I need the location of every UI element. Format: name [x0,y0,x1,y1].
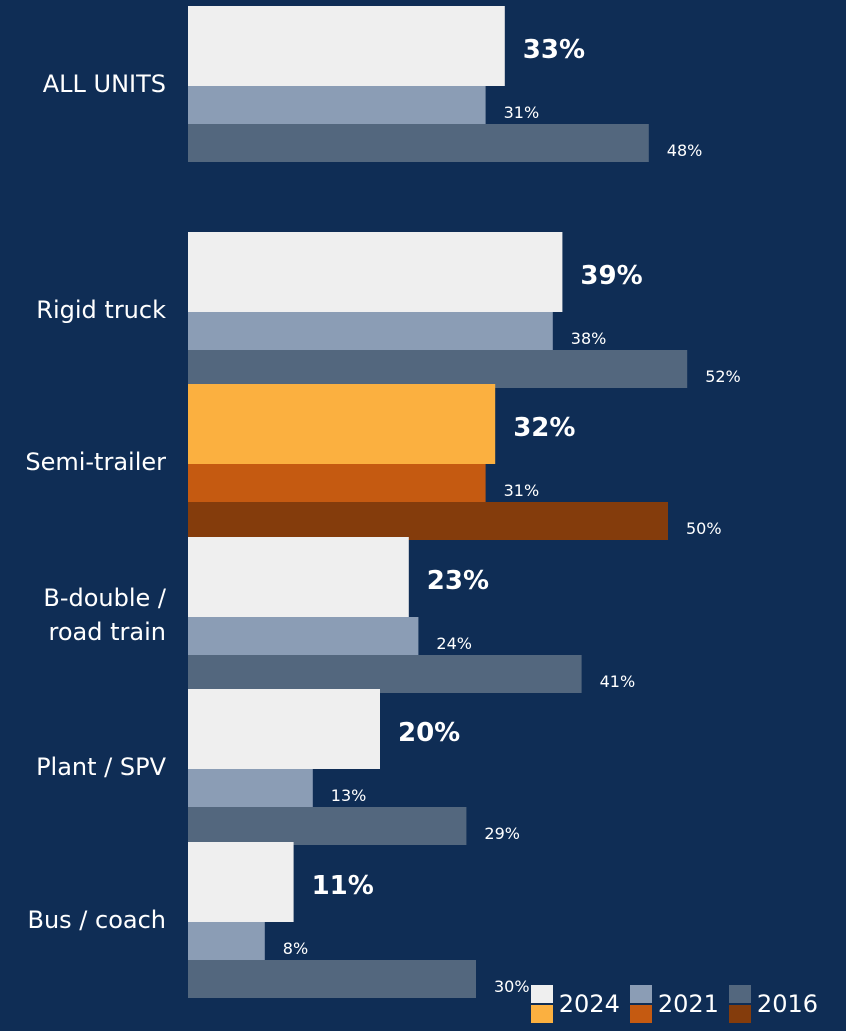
legend-item-2024: 2024 [530,985,620,1023]
legend-swatch-2024-default [530,985,553,1003]
category-label-semi-trailer: Semi-trailer [25,448,166,476]
bar-semi-trailer-2021 [188,464,486,502]
bar-b-double-road-train-2021 [188,617,419,655]
data-label-plant-spv-2016: 29% [484,824,520,843]
legend-swatch-2021-highlight [629,1005,652,1023]
legend-swatch-2016 [728,985,751,1023]
data-label-rigid-truck-2016: 52% [705,367,741,386]
data-label-b-double-road-train-2016: 41% [600,672,636,691]
data-label-rigid-truck-2021: 38% [571,329,607,348]
bar-all-units-2016 [188,124,649,162]
category-label-plant-spv: Plant / SPV [36,753,167,781]
bar-semi-trailer-2016 [188,502,668,540]
category-label-bus-coach: Bus / coach [27,906,166,934]
category-label-line: Semi-trailer [25,448,166,476]
bar-b-double-road-train-2024 [188,537,409,617]
legend-item-2016: 2016 [728,985,818,1023]
legend-item-2021: 2021 [629,985,719,1023]
data-label-all-units-2016: 48% [667,141,703,160]
data-label-rigid-truck-2024: 39% [580,261,642,291]
legend: 2024 2021 2016 [530,985,818,1023]
category-label-line: road train [49,618,166,646]
bar-all-units-2024 [188,6,505,86]
category-label-line: Rigid truck [36,296,166,324]
data-label-semi-trailer-2016: 50% [686,519,722,538]
legend-swatch-2024 [530,985,553,1023]
bar-bus-coach-2016 [188,960,476,998]
bar-plant-spv-2016 [188,807,467,845]
bar-bus-coach-2024 [188,842,294,922]
bar-rigid-truck-2016 [188,350,688,388]
bar-b-double-road-train-2016 [188,655,582,693]
bar-rigid-truck-2024 [188,232,563,312]
data-label-all-units-2021: 31% [504,103,540,122]
bar-all-units-2021 [188,86,486,124]
data-label-plant-spv-2024: 20% [398,718,460,748]
data-label-bus-coach-2016: 30% [494,977,530,996]
data-label-b-double-road-train-2024: 23% [427,566,489,596]
bar-rigid-truck-2021 [188,312,553,350]
legend-label-2024: 2024 [558,990,620,1018]
legend-label-2016: 2016 [756,990,818,1018]
data-label-all-units-2024: 33% [523,35,585,65]
category-label-line: ALL UNITS [43,70,166,98]
data-label-semi-trailer-2021: 31% [504,481,540,500]
legend-swatch-2024-highlight [530,1005,553,1023]
category-label-line: Bus / coach [27,906,166,934]
legend-swatch-2021-default [629,985,652,1003]
category-label-all-units: ALL UNITS [43,70,166,98]
data-label-bus-coach-2021: 8% [283,939,308,958]
category-label-rigid-truck: Rigid truck [36,296,166,324]
data-label-plant-spv-2021: 13% [331,786,367,805]
category-label-b-double-road-train: B-double / road train [43,584,167,646]
bar-plant-spv-2024 [188,689,380,769]
legend-swatch-2021 [629,985,652,1023]
data-label-b-double-road-train-2021: 24% [436,634,472,653]
data-label-bus-coach-2024: 11% [312,871,374,901]
data-label-semi-trailer-2024: 32% [513,413,575,443]
category-label-line: Plant / SPV [36,753,167,781]
bar-plant-spv-2021 [188,769,313,807]
category-label-line: B-double / [43,584,167,612]
legend-swatch-2016-highlight [728,1005,751,1023]
legend-label-2021: 2021 [657,990,719,1018]
legend-swatch-2016-default [728,985,751,1003]
bar-bus-coach-2021 [188,922,265,960]
bar-semi-trailer-2024 [188,384,496,464]
